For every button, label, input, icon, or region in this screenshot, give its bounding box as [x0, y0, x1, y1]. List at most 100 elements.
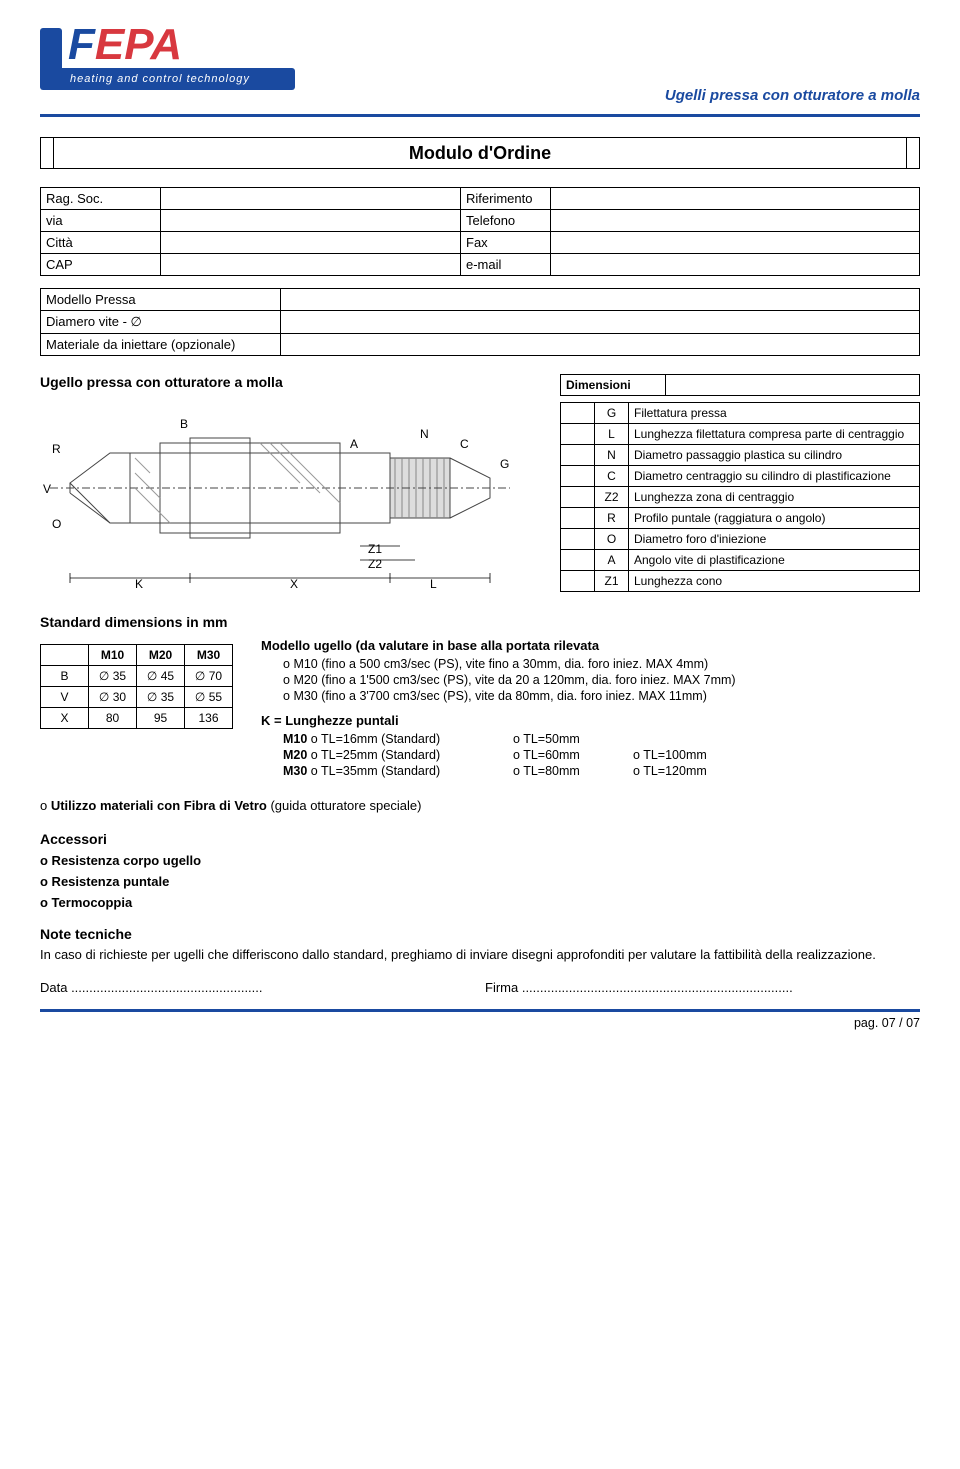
table-row: via Telefono: [41, 210, 920, 232]
k-cell[interactable]: M10 o TL=16mm (Standard): [283, 732, 513, 746]
svg-text:V: V: [43, 482, 51, 496]
table-row: B∅ 35∅ 45∅ 70: [41, 666, 233, 687]
svg-text:B: B: [180, 417, 188, 431]
field-label: Diamero vite - ∅: [41, 311, 281, 334]
model-option[interactable]: o M20 (fino a 1'500 cm3/sec (PS), vite d…: [261, 673, 920, 687]
page-header: FEPA heating and control technology Ugel…: [40, 20, 920, 110]
dim-code: G: [595, 403, 629, 424]
model-option[interactable]: o M30 (fino a 3'700 cm3/sec (PS), vite d…: [261, 689, 920, 703]
page-number: pag. 07 / 07: [40, 1016, 920, 1030]
dim-code: N: [595, 445, 629, 466]
dim-desc: Profilo puntale (raggiatura o angolo): [629, 508, 920, 529]
press-table: Modello Pressa Diamero vite - ∅ Material…: [40, 288, 920, 356]
dim-desc: Filettatura pressa: [629, 403, 920, 424]
table-row: Z2 Lunghezza zona di centraggio: [561, 487, 920, 508]
field-input[interactable]: [281, 334, 920, 356]
k-cell[interactable]: o TL=120mm: [633, 764, 753, 778]
dim-code: O: [595, 529, 629, 550]
accessori-option[interactable]: o Resistenza corpo ugello: [40, 853, 920, 868]
k-cell[interactable]: M30 o TL=35mm (Standard): [283, 764, 513, 778]
dim-code: R: [595, 508, 629, 529]
diagram-svg: R O V B C G N A Z1 Z2 L X K: [40, 398, 520, 598]
doc-title: Ugelli pressa con otturatore a molla: [665, 87, 920, 110]
empty-cell[interactable]: [561, 403, 595, 424]
field-input[interactable]: [161, 232, 461, 254]
empty-cell[interactable]: [561, 466, 595, 487]
empty-cell[interactable]: [561, 529, 595, 550]
table-row: L Lunghezza filettatura compresa parte d…: [561, 424, 920, 445]
logo-rest: EPA: [95, 20, 182, 69]
field-input[interactable]: [551, 232, 920, 254]
brand-logo: FEPA heating and control technology: [40, 20, 320, 110]
svg-text:O: O: [52, 517, 61, 531]
empty-cell[interactable]: [666, 375, 920, 396]
svg-text:X: X: [290, 577, 298, 591]
table-row: Materiale da iniettare (opzionale): [41, 334, 920, 356]
empty-cell[interactable]: [561, 571, 595, 592]
accessori-heading: Accessori: [40, 831, 920, 847]
table-row: Rag. Soc. Riferimento: [41, 188, 920, 210]
svg-text:L: L: [430, 577, 437, 591]
field-label: e-mail: [461, 254, 551, 276]
field-input[interactable]: [161, 254, 461, 276]
fiber-option[interactable]: o Utilizzo materiali con Fibra di Vetro …: [40, 798, 920, 813]
k-cell[interactable]: o TL=100mm: [633, 748, 753, 762]
field-input[interactable]: [161, 188, 461, 210]
logo-f: F: [68, 20, 95, 69]
cell: ∅ 35: [89, 666, 137, 687]
table-row: O Diametro foro d'iniezione: [561, 529, 920, 550]
signature-row: Data ...................................…: [40, 980, 920, 995]
fiber-rest: (guida otturatore speciale): [267, 798, 422, 813]
table-row: X8095136: [41, 708, 233, 729]
field-label: Materiale da iniettare (opzionale): [41, 334, 281, 356]
sig-data[interactable]: Data ...................................…: [40, 980, 475, 995]
cell: ∅ 70: [185, 666, 233, 687]
cell: ∅ 35: [137, 687, 185, 708]
table-row: CAP e-mail: [41, 254, 920, 276]
dim-desc: Diametro passaggio plastica su cilindro: [629, 445, 920, 466]
k-cell[interactable]: o TL=80mm: [513, 764, 633, 778]
field-input[interactable]: [161, 210, 461, 232]
col-header: M30: [185, 645, 233, 666]
k-grid: M10 o TL=16mm (Standard)o TL=50mmM20 o T…: [261, 732, 920, 778]
field-label: Città: [41, 232, 161, 254]
field-input[interactable]: [551, 210, 920, 232]
title-slit-left: [40, 137, 54, 169]
dim-code: Z1: [595, 571, 629, 592]
col-header: M20: [137, 645, 185, 666]
empty-cell[interactable]: [561, 445, 595, 466]
field-label: Modello Pressa: [41, 289, 281, 311]
cell: 136: [185, 708, 233, 729]
cell: X: [41, 708, 89, 729]
k-cell[interactable]: o TL=60mm: [513, 748, 633, 762]
k-cell[interactable]: M20 o TL=25mm (Standard): [283, 748, 513, 762]
dim-desc: Diametro foro d'iniezione: [629, 529, 920, 550]
k-cell[interactable]: [633, 732, 753, 746]
cell: ∅ 45: [137, 666, 185, 687]
empty-cell[interactable]: [561, 550, 595, 571]
contact-table: Rag. Soc. Riferimento via Telefono Città…: [40, 187, 920, 276]
accessori-option[interactable]: o Termocoppia: [40, 895, 920, 910]
col-header: M10: [89, 645, 137, 666]
model-option[interactable]: o M10 (fino a 500 cm3/sec (PS), vite fin…: [261, 657, 920, 671]
std-heading: Standard dimensions in mm: [40, 614, 920, 630]
field-label: CAP: [41, 254, 161, 276]
main-title-wrap: Modulo d'Ordine: [40, 137, 920, 169]
field-input[interactable]: [551, 188, 920, 210]
empty-cell[interactable]: [561, 424, 595, 445]
field-input[interactable]: [281, 311, 920, 334]
note-heading: Note tecniche: [40, 926, 920, 942]
field-label: Fax: [461, 232, 551, 254]
empty-cell[interactable]: [561, 508, 595, 529]
dim-code: L: [595, 424, 629, 445]
sig-firma[interactable]: Firma ..................................…: [485, 980, 920, 995]
dimensions-table: Dimensioni: [560, 374, 920, 396]
field-input[interactable]: [551, 254, 920, 276]
field-input[interactable]: [281, 289, 920, 311]
table-row: A Angolo vite di plastificazione: [561, 550, 920, 571]
table-row: N Diametro passaggio plastica su cilindr…: [561, 445, 920, 466]
accessori-option[interactable]: o Resistenza puntale: [40, 874, 920, 889]
empty-cell[interactable]: [561, 487, 595, 508]
table-row: V∅ 30∅ 35∅ 55: [41, 687, 233, 708]
k-cell[interactable]: o TL=50mm: [513, 732, 633, 746]
